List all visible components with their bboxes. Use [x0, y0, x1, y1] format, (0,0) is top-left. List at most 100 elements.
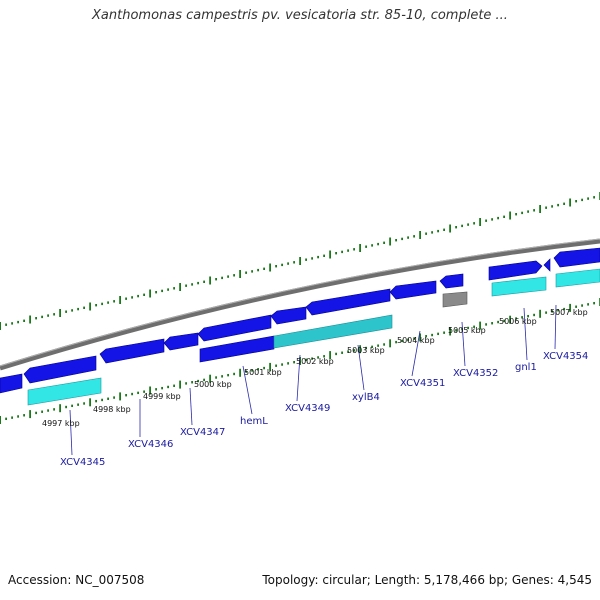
- cds-arrow[interactable]: [389, 280, 437, 300]
- tick-label: 5000 kbp: [194, 380, 232, 389]
- scale-minor-tick: [527, 210, 529, 213]
- gene-label[interactable]: hemL: [240, 416, 268, 427]
- gene-leader-line: [189, 387, 193, 426]
- match-feature[interactable]: [273, 314, 393, 349]
- scale-major-tick: [509, 211, 511, 220]
- reverse-strand-track: [0, 247, 600, 394]
- tick-label: 4998 kbp: [93, 405, 131, 414]
- scale-minor-tick: [323, 254, 325, 257]
- scale-major-tick: [149, 386, 151, 395]
- scale-minor-tick: [71, 404, 73, 408]
- scale-minor-tick: [53, 313, 55, 316]
- scale-minor-tick: [11, 416, 13, 419]
- gene-leader-line: [411, 330, 421, 377]
- scale-minor-tick: [521, 211, 523, 215]
- gene-label[interactable]: XCV4352: [453, 368, 498, 379]
- cds-arrow[interactable]: [553, 247, 600, 268]
- scale-minor-tick: [377, 344, 379, 347]
- scale-minor-tick: [473, 325, 475, 328]
- match-feature[interactable]: [27, 377, 102, 406]
- scale-minor-tick: [371, 244, 373, 247]
- scale-major-tick: [89, 398, 91, 407]
- match-feature[interactable]: [491, 276, 547, 297]
- scale-major-tick: [29, 410, 31, 419]
- scale-major-tick: [299, 357, 301, 365]
- scale-minor-tick: [263, 267, 265, 270]
- scale-minor-tick: [125, 394, 127, 397]
- scale-minor-tick: [47, 409, 49, 412]
- scale-minor-tick: [173, 384, 175, 387]
- scale-minor-tick: [401, 237, 403, 241]
- scale-minor-tick: [41, 410, 43, 413]
- scale-major-tick: [299, 257, 301, 265]
- scale-minor-tick: [563, 202, 565, 205]
- cds-arrow[interactable]: [199, 335, 275, 363]
- gene-label[interactable]: xylB4: [352, 392, 380, 403]
- scale-minor-tick: [407, 236, 409, 239]
- cds-arrow[interactable]: [439, 273, 464, 289]
- scale-minor-tick: [161, 386, 163, 390]
- scale-minor-tick: [395, 340, 397, 344]
- scale-minor-tick: [317, 356, 319, 359]
- scale-major-tick: [209, 276, 211, 285]
- pseudo-feature[interactable]: [442, 291, 468, 308]
- scale-major-tick: [389, 237, 391, 246]
- scale-minor-tick: [281, 363, 283, 366]
- cds-arrow[interactable]: [23, 355, 97, 384]
- scale-minor-tick: [467, 223, 469, 226]
- scale-minor-tick: [221, 375, 223, 378]
- upper-scale-track: [0, 192, 600, 330]
- scale-major-tick: [509, 315, 511, 324]
- gene-label[interactable]: XCV4349: [285, 403, 330, 414]
- gene-label[interactable]: XCV4346: [128, 439, 173, 450]
- scale-minor-tick: [215, 376, 217, 379]
- scale-minor-tick: [245, 271, 247, 274]
- gene-leader-line: [296, 354, 301, 402]
- scale-minor-tick: [275, 265, 277, 268]
- scale-major-tick: [269, 362, 271, 371]
- scale-major-tick: [569, 198, 571, 207]
- cds-arrow[interactable]: [197, 314, 272, 342]
- cds-arrow[interactable]: [305, 288, 391, 316]
- gene-label[interactable]: gnl1: [515, 362, 537, 373]
- scale-minor-tick: [353, 349, 355, 352]
- scale-minor-tick: [77, 307, 79, 311]
- tick-label: 5003 kbp: [347, 346, 385, 355]
- scale-minor-tick: [161, 289, 163, 293]
- scale-minor-tick: [95, 304, 97, 307]
- cds-arrow[interactable]: [99, 338, 165, 364]
- scale-major-tick: [479, 321, 481, 330]
- gene-label[interactable]: XCV4345: [60, 457, 105, 468]
- gene-label[interactable]: XCV4347: [180, 427, 225, 438]
- cds-arrow[interactable]: [270, 306, 307, 325]
- scale-major-tick: [569, 303, 571, 312]
- scale-minor-tick: [503, 319, 505, 323]
- gene-label[interactable]: XCV4351: [400, 378, 445, 389]
- scale-minor-tick: [23, 319, 25, 322]
- scale-minor-tick: [5, 323, 7, 326]
- scale-minor-tick: [203, 280, 205, 283]
- scale-minor-tick: [341, 250, 343, 254]
- scale-minor-tick: [35, 411, 37, 415]
- scale-minor-tick: [113, 300, 115, 303]
- scale-minor-tick: [557, 309, 559, 312]
- scale-minor-tick: [395, 239, 397, 242]
- cds-arrow[interactable]: [163, 332, 199, 351]
- cds-arrow[interactable]: [488, 260, 543, 281]
- scale-minor-tick: [587, 197, 589, 200]
- gene-leader-line: [554, 304, 557, 350]
- scale-minor-tick: [563, 307, 565, 311]
- scale-minor-tick: [41, 315, 43, 319]
- scale-minor-tick: [581, 198, 583, 202]
- match-feature[interactable]: [555, 268, 600, 288]
- scale-major-tick: [59, 309, 61, 317]
- tick-label: 5006 kbp: [499, 317, 537, 326]
- gene-leader-line: [357, 344, 365, 391]
- scale-minor-tick: [215, 278, 217, 281]
- gene-label[interactable]: XCV4354: [543, 351, 588, 362]
- scale-minor-tick: [257, 268, 259, 272]
- cds-arrow[interactable]: [543, 258, 551, 272]
- scale-major-tick: [479, 218, 481, 226]
- cds-arrow[interactable]: [0, 373, 23, 394]
- scale-minor-tick: [191, 381, 193, 384]
